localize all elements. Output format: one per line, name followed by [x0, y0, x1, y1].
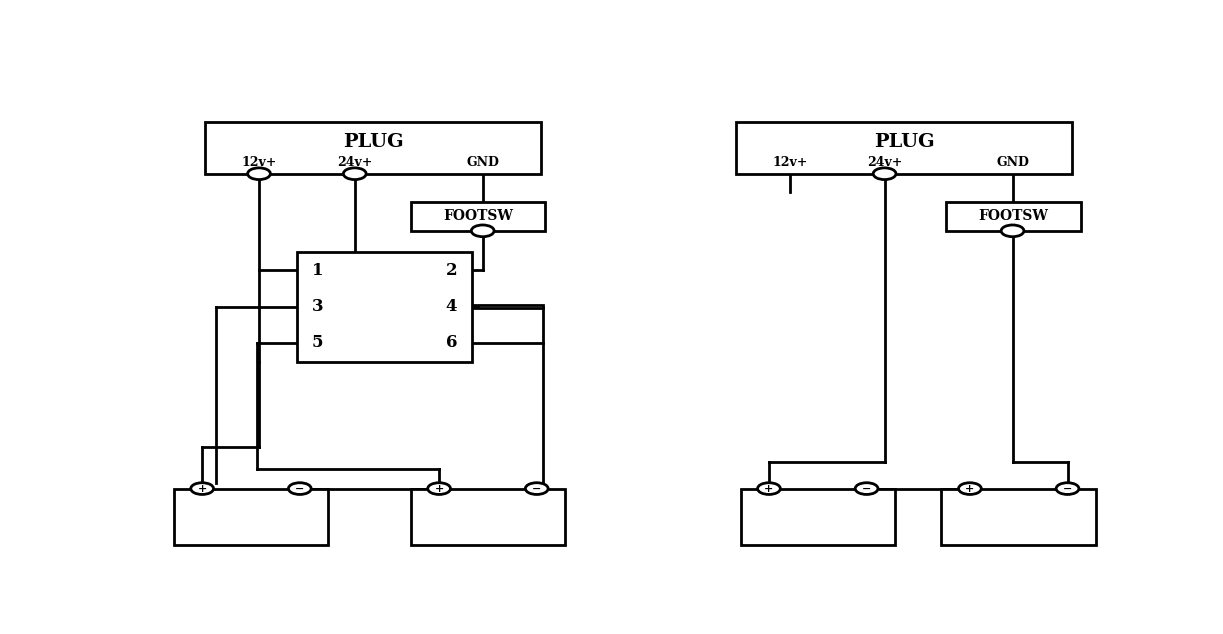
Text: −: −: [532, 483, 542, 494]
Circle shape: [526, 482, 548, 495]
Text: +: +: [965, 483, 975, 494]
Text: 1: 1: [312, 262, 324, 279]
Circle shape: [873, 168, 896, 179]
Bar: [411, 489, 565, 545]
Text: +: +: [764, 483, 774, 494]
Circle shape: [1057, 482, 1079, 495]
Circle shape: [344, 168, 366, 179]
Circle shape: [428, 482, 450, 495]
Text: −: −: [295, 483, 305, 494]
Bar: [947, 202, 1081, 231]
Text: 3: 3: [312, 298, 324, 315]
Text: FOOTSW: FOOTSW: [443, 209, 512, 223]
Bar: [736, 122, 1073, 174]
Text: −: −: [862, 483, 871, 494]
Text: 12v+: 12v+: [772, 157, 807, 169]
Circle shape: [471, 225, 494, 236]
Text: 2: 2: [445, 262, 457, 279]
Text: −: −: [1063, 483, 1073, 494]
Circle shape: [959, 482, 981, 495]
Bar: [741, 489, 895, 545]
Circle shape: [289, 482, 311, 495]
Bar: [205, 122, 542, 174]
Circle shape: [757, 482, 780, 495]
Text: +: +: [198, 483, 207, 494]
Bar: [174, 489, 328, 545]
Text: 4: 4: [445, 298, 457, 315]
Circle shape: [248, 168, 270, 179]
Text: FOOTSW: FOOTSW: [978, 209, 1048, 223]
Circle shape: [855, 482, 878, 495]
Text: PLUG: PLUG: [342, 133, 404, 151]
Text: 6: 6: [445, 334, 457, 351]
Text: 24v+: 24v+: [867, 157, 903, 169]
Text: PLUG: PLUG: [873, 133, 934, 151]
Bar: [411, 202, 545, 231]
Circle shape: [1002, 225, 1024, 236]
Text: 5: 5: [312, 334, 324, 351]
Bar: [297, 252, 472, 361]
Circle shape: [191, 482, 214, 495]
Text: GND: GND: [996, 157, 1029, 169]
Text: 12v+: 12v+: [241, 157, 276, 169]
Text: +: +: [434, 483, 444, 494]
Text: 24v+: 24v+: [338, 157, 373, 169]
Bar: [942, 489, 1096, 545]
Text: GND: GND: [466, 157, 499, 169]
